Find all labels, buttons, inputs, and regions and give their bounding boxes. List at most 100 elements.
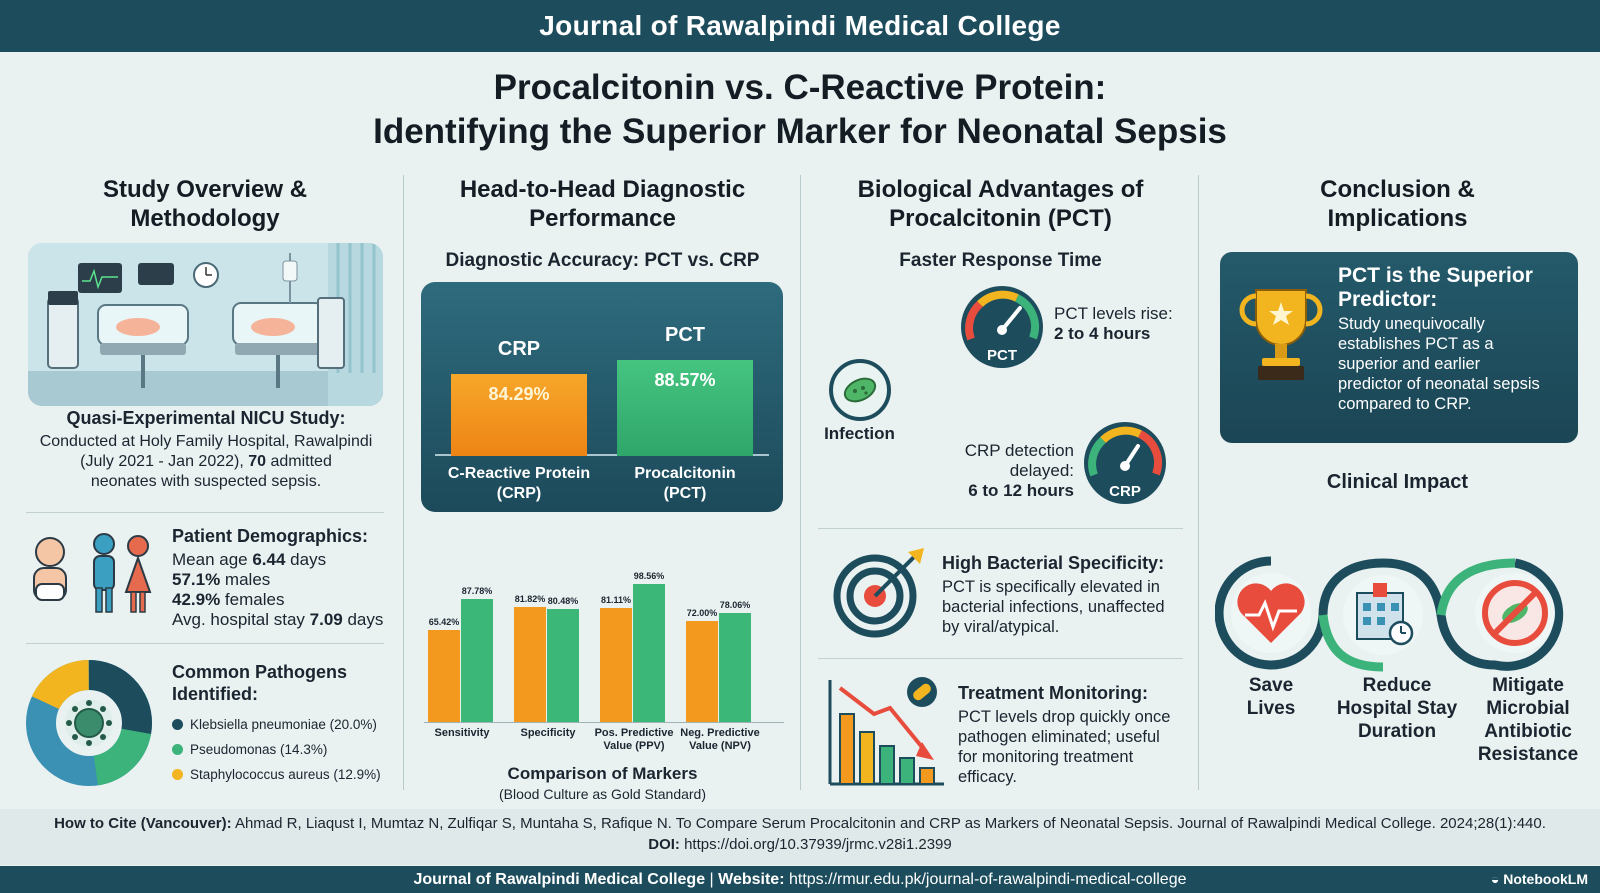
crp-delay-line: delayed: <box>1009 461 1074 480</box>
heading-line: Conclusion & <box>1320 176 1475 203</box>
study-line: neonates with suspected sepsis. <box>90 473 322 490</box>
column-divider <box>800 175 801 790</box>
doi-link[interactable]: https://doi.org/10.37939/jrmc.v28i1.2399 <box>679 836 952 853</box>
heading-line: Performance <box>529 205 676 232</box>
impact-line: Resistance <box>1477 744 1579 765</box>
monitoring-line: efficacy. <box>958 768 1017 786</box>
pathogen-donut-chart <box>26 660 152 786</box>
heading-line: Implications <box>1327 205 1468 232</box>
conclusion-text: Study unequivocally establishes PCT as a… <box>1338 314 1540 414</box>
crp-bar-name: CRP <box>497 338 541 361</box>
conclusion-title-line: Predictor: <box>1338 288 1438 311</box>
monitoring-text: PCT levels drop quickly once pathogen el… <box>958 707 1170 787</box>
footer-website-link[interactable]: https://rmur.edu.pk/journal-of-rawalpind… <box>784 870 1187 888</box>
comparison-bar-value: 87.78% <box>461 586 493 597</box>
faster-response-title: Faster Response Time <box>899 250 1102 271</box>
title-line-2: Identifying the Superior Marker for Neon… <box>373 112 1227 151</box>
specificity-title: High Bacterial Specificity: <box>942 553 1165 573</box>
demographic-item: 57.1% males <box>172 570 271 589</box>
comparison-category-label: Pos. Predictive Value (PPV) <box>594 727 674 752</box>
pct-bar-value: 88.57% <box>654 369 716 390</box>
category-label-line: (CRP) <box>496 485 542 502</box>
impact-line: Reduce <box>1362 675 1432 696</box>
citation-line: How to Cite (Vancouver): Ahmad R, Liaqus… <box>0 813 1600 834</box>
citation-label: How to Cite (Vancouver): <box>54 815 232 832</box>
comparison-bar-value: 81.11% <box>600 595 632 606</box>
specificity-line: PCT is specifically elevated in <box>942 578 1160 596</box>
pct-rise-text: PCT levels rise: 2 to 4 hours <box>1054 304 1173 344</box>
pct-bar: PCT 88.57% <box>617 324 753 456</box>
conclusion-box: PCT is the Superior Predictor: Study une… <box>1220 252 1578 443</box>
conclusion-title: PCT is the Superior Predictor: <box>1338 264 1533 312</box>
journal-header: Journal of Rawalpindi Medical College <box>0 0 1600 52</box>
study-line: (July 2021 - Jan 2022), 70 admitted <box>80 453 332 470</box>
pct-rise-time: 2 to 4 hours <box>1054 324 1151 343</box>
footer-separator: | <box>705 870 719 888</box>
footer-journal: Journal of Rawalpindi Medical College <box>413 870 706 888</box>
category-label-line: C-Reactive Protein <box>447 465 591 482</box>
infection-label: Infection <box>824 424 895 443</box>
pathogens-title: Common Pathogens Identified: <box>172 661 347 705</box>
crp-bar: CRP 84.29% <box>451 338 587 456</box>
comparison-bar <box>600 608 632 722</box>
crp-delay-line: CRP detection <box>964 441 1074 460</box>
specificity-line: by viral/atypical. <box>942 618 1060 636</box>
impact-line: Save <box>1248 675 1294 696</box>
conclusion-line: establishes PCT as a <box>1338 335 1494 353</box>
column-divider <box>403 175 404 790</box>
monitoring-line: PCT levels drop quickly once <box>958 708 1171 726</box>
biological-advantages-heading: Biological Advantages of Procalcitonin (… <box>808 175 1193 233</box>
doi-line: DOI: https://doi.org/10.37939/jrmc.v28i1… <box>0 834 1600 855</box>
crp-category-label: C-Reactive Protein (CRP) <box>444 464 594 504</box>
demographic-item: Mean age 6.44 days <box>172 550 327 569</box>
target-icon <box>833 548 924 638</box>
comparison-chart: 65.42% 87.78% Sensitivity 81.82% 80.48% Speci… <box>424 555 784 755</box>
legend-item: Klebsiella pneumoniae (20.0%) <box>172 712 381 737</box>
category-label-line: (PCT) <box>663 485 707 502</box>
pathogens-title-line: Common Pathogens <box>172 662 348 682</box>
conclusion-line: Study unequivocally <box>1338 315 1485 333</box>
pathogens-title-line: Identified: <box>172 684 258 704</box>
specificity-line: bacterial infections, unaffected <box>942 598 1165 616</box>
conclusion-heading: Conclusion & Implications <box>1205 175 1590 233</box>
pathogen-legend: Klebsiella pneumoniae (20.0%) Pseudomona… <box>172 712 381 787</box>
heading-line: Head-to-Head Diagnostic <box>459 176 746 203</box>
comparison-category-label: Specificity <box>520 727 576 739</box>
impact-save-lives: Save Lives <box>1216 674 1326 720</box>
footer-website-label: Website: <box>718 870 785 888</box>
impact-mitigate-resistance: Mitigate Microbial Antibiotic Resistance <box>1468 674 1588 766</box>
demographic-item: Avg. hospital stay 7.09 days <box>172 610 384 629</box>
monitoring-line: for monitoring treatment <box>958 748 1134 766</box>
study-description: Conducted at Holy Family Hospital, Rawal… <box>20 432 392 492</box>
study-overview-heading: Study Overview & Methodology <box>20 175 390 233</box>
demographics-title: Patient Demographics: <box>172 526 369 546</box>
heading-line: Methodology <box>130 205 280 232</box>
comparison-bar-value: 81.82% <box>514 594 546 605</box>
impact-line: Lives <box>1246 698 1296 719</box>
heading-line: Procalcitonin (PCT) <box>889 205 1112 232</box>
crp-gauge-icon <box>1084 422 1166 504</box>
comparison-bar <box>461 599 493 722</box>
pct-gauge-icon <box>961 286 1043 368</box>
crp-delay-text: CRP detection delayed: 6 to 12 hours <box>920 441 1074 501</box>
study-title: Quasi-Experimental NICU Study: <box>66 408 346 428</box>
comparison-bar-value: 80.48% <box>547 596 579 607</box>
conclusion-line: predictor of neonatal sepsis <box>1338 375 1540 393</box>
diagnostic-performance-heading: Head-to-Head Diagnostic Performance <box>410 175 795 233</box>
comparison-category-label: Neg. Predictive Value (NPV) <box>680 727 760 752</box>
heading-line: Biological Advantages of <box>857 176 1144 203</box>
chart-baseline <box>424 722 784 723</box>
impact-line: Microbial <box>1486 698 1570 719</box>
specificity-text: PCT is specifically elevated in bacteria… <box>942 577 1165 637</box>
conclusion-line: compared to CRP. <box>1338 395 1472 413</box>
category-label-line: Procalcitonin <box>634 465 736 482</box>
comparison-bar <box>547 609 579 722</box>
comparison-chart-subtitle: (Blood Culture as Gold Standard) <box>499 786 706 802</box>
monitoring-title: Treatment Monitoring: <box>958 683 1148 703</box>
monitoring-line: pathogen eliminated; useful <box>958 728 1160 746</box>
comparison-category-label: Sensitivity <box>434 727 490 739</box>
accuracy-chart-title: Diagnostic Accuracy: PCT vs. CRP <box>445 250 760 271</box>
conclusion-title-line: PCT is the Superior <box>1338 264 1533 287</box>
impact-line: Duration <box>1357 721 1437 742</box>
pct-category-label: Procalcitonin (PCT) <box>610 464 760 504</box>
